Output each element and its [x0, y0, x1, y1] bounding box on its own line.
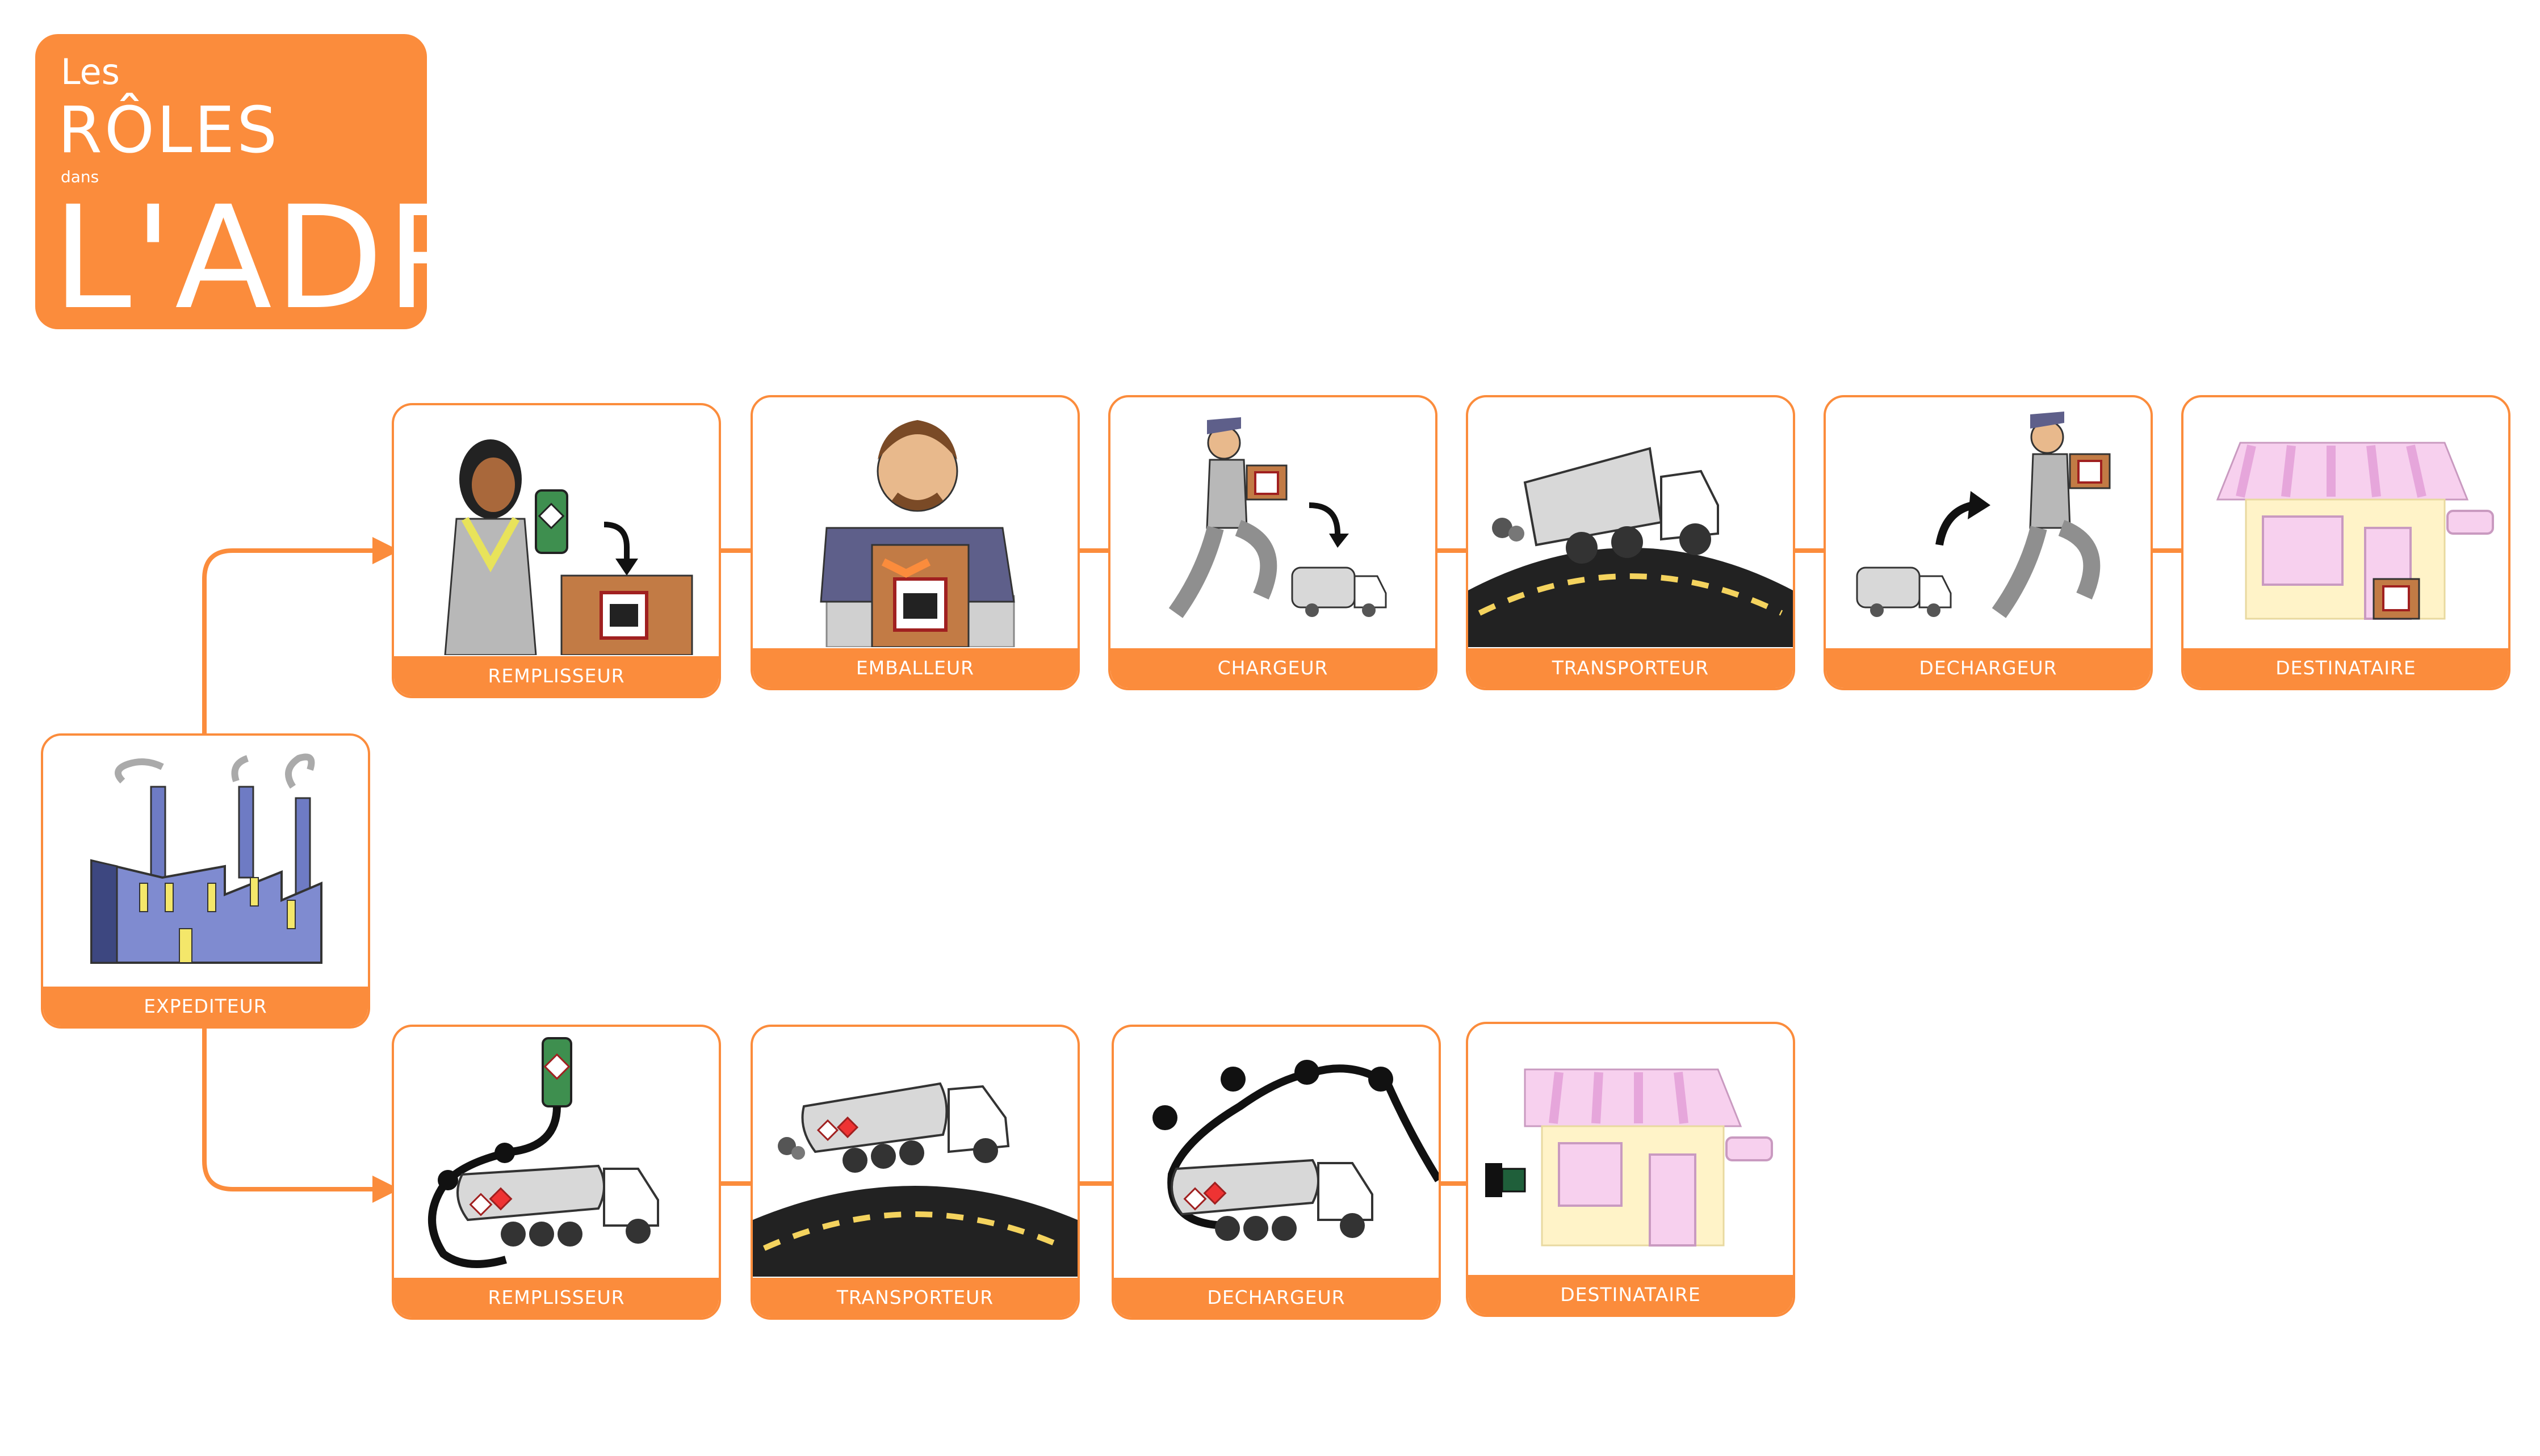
connector-origin-top — [202, 537, 400, 735]
card-transporteur-top: TRANSPORTEUR — [1466, 395, 1795, 690]
title-line-4: L'ADR — [52, 175, 487, 341]
card-label: REMPLISSEUR — [394, 656, 719, 696]
truck-on-road-icon — [1468, 447, 1793, 647]
card-label: DESTINATAIRE — [2183, 648, 2508, 688]
card-label: CHARGEUR — [1110, 648, 1435, 688]
card-expediteur: EXPEDITEUR — [41, 733, 370, 1029]
card-label: DESTINATAIRE — [1468, 1275, 1793, 1315]
title-line-1: Les — [61, 51, 120, 93]
title-line-2: RÔLES — [58, 94, 280, 167]
card-dechargeur-bottom: DECHARGEUR — [1112, 1025, 1441, 1320]
card-label: DECHARGEUR — [1114, 1278, 1439, 1317]
card-dechargeur-top: DECHARGEUR — [1824, 395, 2153, 690]
card-destinataire-top: DESTINATAIRE — [2181, 395, 2510, 690]
card-destinataire-bottom: DESTINATAIRE — [1466, 1022, 1795, 1317]
packer-icon — [820, 420, 1015, 647]
card-label: TRANSPORTEUR — [753, 1278, 1078, 1317]
shop-icon — [2216, 442, 2494, 620]
card-label: DECHARGEUR — [1826, 648, 2151, 688]
card-transporteur-bottom: TRANSPORTEUR — [751, 1025, 1080, 1320]
factory-icon — [90, 753, 322, 964]
unloader-icon — [1856, 412, 2111, 618]
card-label: EMBALLEUR — [753, 648, 1078, 688]
tank-unloading-icon — [1152, 1060, 1439, 1241]
card-emballeur: EMBALLEUR — [751, 395, 1080, 690]
title-box: Les RÔLES dans L'ADR — [35, 34, 484, 329]
card-chargeur: CHARGEUR — [1108, 395, 1437, 690]
card-label: REMPLISSEUR — [394, 1278, 719, 1317]
shop-with-pipe-icon — [1485, 1068, 1773, 1247]
card-label: EXPEDITEUR — [43, 987, 368, 1026]
loader-icon — [1168, 417, 1387, 618]
connector-origin-bottom — [202, 1027, 400, 1203]
title-line-3: dans — [61, 167, 99, 186]
tank-filling-icon — [428, 1037, 659, 1268]
worker-filling-icon — [444, 439, 693, 655]
card-remplisseur-bottom: REMPLISSEUR — [392, 1025, 721, 1320]
card-remplisseur-top: REMPLISSEUR — [392, 403, 721, 698]
tanker-on-road-icon — [753, 1082, 1078, 1277]
card-label: TRANSPORTEUR — [1468, 648, 1793, 688]
